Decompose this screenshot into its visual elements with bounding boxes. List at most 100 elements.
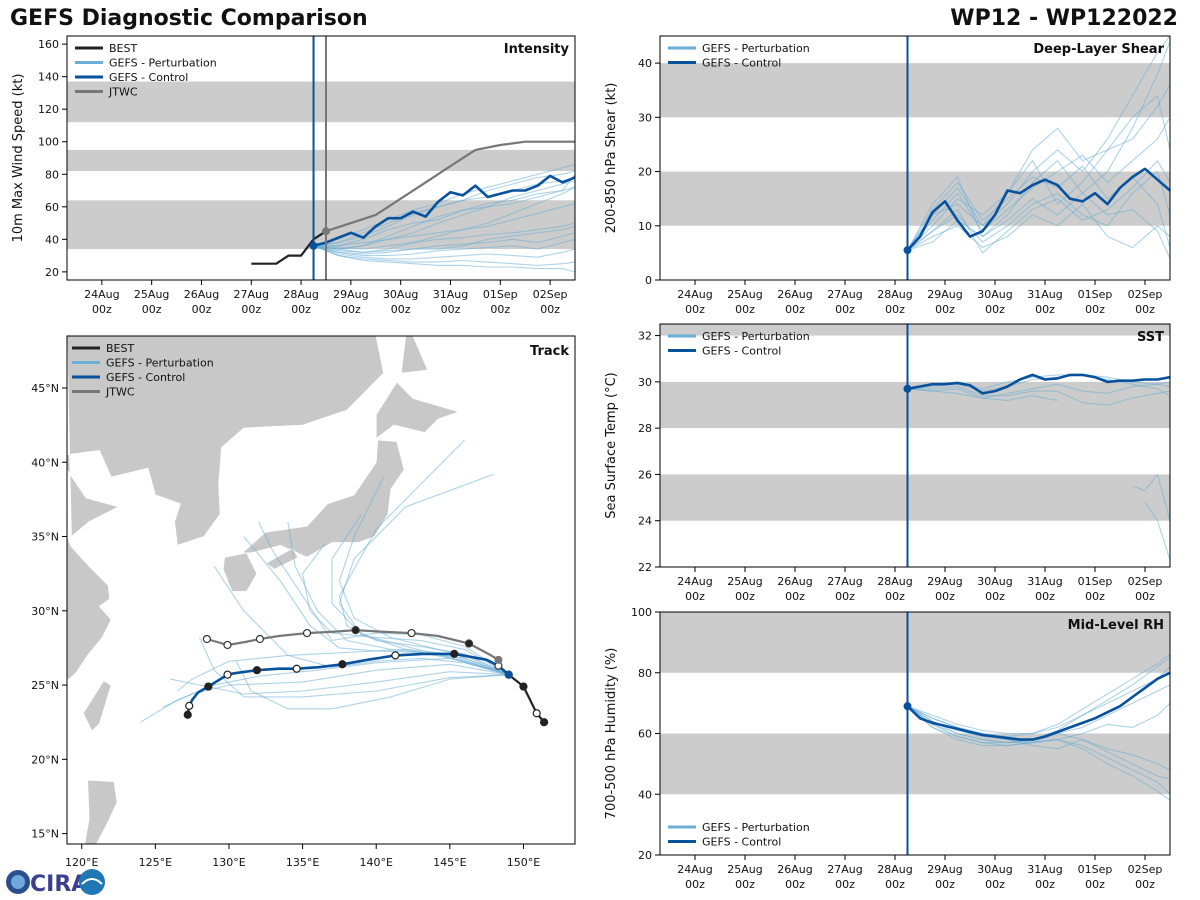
y-axis-label: Sea Surface Temp (°C) <box>604 372 619 519</box>
x-tick-sublabel: 00z <box>490 303 510 316</box>
series-line-gefs-perturbation <box>907 171 1170 251</box>
track-point-jtwc <box>351 626 360 635</box>
legend-label-gefs-perturbation: GEFS - Perturbation <box>109 57 217 70</box>
shade-band <box>660 63 1170 118</box>
lat-tick-label: 25°N <box>31 679 59 692</box>
track-map: 120°E 125°E 130°E 135°E 140°E 145°E 150°E 15°N 2… <box>31 335 576 869</box>
y-tick-label: 20 <box>638 849 652 862</box>
plot-frame <box>659 35 1171 281</box>
x-tick-label: 28Aug <box>877 575 912 588</box>
control-init-point <box>903 246 912 255</box>
series-line-gefs-perturbation <box>907 41 1170 251</box>
logo-seal-icon <box>79 869 105 895</box>
track-point-gefs-control <box>204 682 213 691</box>
series-line-gefs-perturbation <box>907 705 1170 771</box>
x-tick-label: 02Sep <box>533 288 568 301</box>
x-tick-label: 30Aug <box>383 288 418 301</box>
y-tick-label: 0 <box>645 274 652 287</box>
track-line-gefs-perturbation <box>140 657 509 723</box>
x-tick-label: 30Aug <box>977 288 1012 301</box>
y-tick-label: 60 <box>638 728 652 741</box>
lat-tick-label: 35°N <box>31 531 59 544</box>
x-tick-label: 31Aug <box>433 288 468 301</box>
x-tick-sublabel: 00z <box>935 590 955 603</box>
series-line-jtwc <box>325 140 575 233</box>
legend-label-gefs-control: GEFS - Control <box>702 57 781 70</box>
track-line-gefs-perturbation <box>338 439 509 676</box>
y-tick-label: 32 <box>638 330 652 343</box>
logo-text: CIRA <box>30 872 88 897</box>
track-line-gefs-perturbation <box>331 513 509 676</box>
land-philippines <box>84 779 118 844</box>
series-line-gefs-control <box>907 373 1170 395</box>
control-init-point <box>504 670 513 679</box>
y-axis-label: 200-850 hPa Shear (kt) <box>604 83 619 234</box>
y-tick-label: 100 <box>631 606 652 619</box>
series-line-gefs-perturbation <box>313 202 575 253</box>
series-line-gefs-perturbation <box>907 388 1058 401</box>
track-line-gefs-perturbation <box>235 661 509 710</box>
map-frame <box>66 335 576 845</box>
legend-label-jtwc: JTWC <box>105 386 135 399</box>
x-tick-sublabel: 00z <box>685 303 705 316</box>
track-point-jtwc <box>202 634 211 644</box>
panel-title: Track <box>530 344 569 359</box>
lon-tick-label: 150°E <box>507 856 540 869</box>
y-tick-label: 30 <box>638 376 652 389</box>
x-tick-sublabel: 00z <box>1035 590 1055 603</box>
x-tick-sublabel: 00z <box>391 303 411 316</box>
y-axis-label: 700-500 hPa Humidity (%) <box>604 648 619 820</box>
panel-title: Mid-Level RH <box>1068 618 1164 633</box>
x-tick-sublabel: 00z <box>1135 878 1155 891</box>
series-line-gefs-perturbation <box>313 245 575 273</box>
legend-label-gefs-control: GEFS - Control <box>702 836 781 849</box>
lon-tick-label: 120°E <box>65 856 98 869</box>
series-line-gefs-perturbation <box>313 245 575 260</box>
lon-tick-label: 140°E <box>359 856 392 869</box>
land-japan-shikoku <box>265 547 299 570</box>
x-tick-label: 26Aug <box>777 863 812 876</box>
series-line-gefs-control <box>313 174 575 248</box>
y-tick-label: 80 <box>638 667 652 680</box>
x-tick-label: 29Aug <box>927 575 962 588</box>
y-tick-label: 26 <box>638 468 652 481</box>
cira-logo: CIRA <box>6 869 105 897</box>
y-tick-label: 28 <box>638 422 652 435</box>
lat-tick-label: 20°N <box>31 753 59 766</box>
series-line-gefs-perturbation <box>313 186 575 247</box>
x-tick-label: 30Aug <box>977 575 1012 588</box>
x-tick-sublabel: 00z <box>1085 878 1105 891</box>
x-tick-label: 28Aug <box>877 863 912 876</box>
y-tick-label: 20 <box>45 266 59 279</box>
control-init-point <box>309 241 318 250</box>
track-point-gefs-control <box>391 651 400 660</box>
page-title: GEFS Diagnostic Comparison <box>10 6 368 31</box>
x-tick-sublabel: 00z <box>935 303 955 316</box>
legend-label-best: BEST <box>109 42 137 55</box>
series-line-gefs-perturbation <box>907 84 1170 251</box>
series-line-gefs-perturbation <box>907 203 1170 251</box>
x-tick-sublabel: 00z <box>835 590 855 603</box>
track-line-gefs-perturbation <box>169 671 509 695</box>
series-line-gefs-perturbation <box>1144 501 1170 561</box>
legend-label-gefs-perturbation: GEFS - Perturbation <box>702 821 810 834</box>
x-tick-sublabel: 00z <box>341 303 361 316</box>
x-tick-sublabel: 00z <box>1135 590 1155 603</box>
x-tick-sublabel: 00z <box>1085 303 1105 316</box>
shade-band <box>660 612 1170 673</box>
x-tick-sublabel: 00z <box>1035 878 1055 891</box>
series-line-gefs-perturbation <box>313 238 575 257</box>
x-tick-label: 30Aug <box>977 863 1012 876</box>
track-line-gefs-perturbation <box>198 637 509 698</box>
x-tick-sublabel: 00z <box>785 303 805 316</box>
lat-tick-label: 15°N <box>31 828 59 841</box>
series-line-gefs-perturbation <box>907 381 1170 399</box>
track-point-gefs-control <box>338 660 347 669</box>
x-tick-label: 27Aug <box>827 575 862 588</box>
y-tick-label: 160 <box>38 38 59 51</box>
y-tick-label: 100 <box>38 136 59 149</box>
track-point-jtwc <box>223 640 232 650</box>
y-tick-label: 20 <box>638 166 652 179</box>
x-tick-sublabel: 00z <box>985 878 1005 891</box>
panel-title: Intensity <box>504 42 570 57</box>
